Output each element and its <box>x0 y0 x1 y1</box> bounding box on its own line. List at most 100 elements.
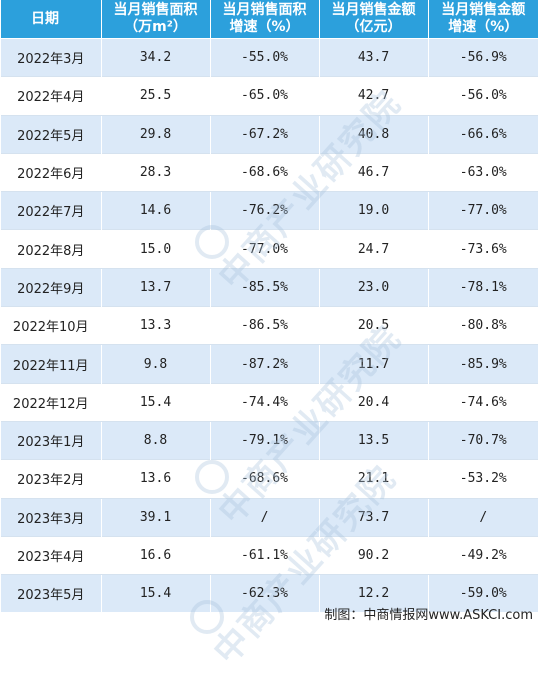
amount-growth-cell: -80.8% <box>428 306 538 346</box>
amount-growth-cell: -78.1% <box>428 267 538 307</box>
date-cell: 2022年4月 <box>1 76 102 116</box>
table-header: 日期 当月销售面积 （万m²） 当月销售面积 增速（%） 当月销售金额 （亿元）… <box>1 0 538 39</box>
header-row: 日期 当月销售面积 （万m²） 当月销售面积 增速（%） 当月销售金额 （亿元）… <box>1 0 538 39</box>
amount-cell: 12.2 <box>319 574 429 613</box>
amount-growth-cell: -53.2% <box>428 459 538 499</box>
area-cell: 39.1 <box>101 497 211 537</box>
amount-growth-cell: -59.0% <box>428 574 538 613</box>
table-row: 2022年4月 25.5 -65.0% 42.7 -56.0% <box>1 76 538 116</box>
area-growth-cell: -61.1% <box>210 535 320 576</box>
date-cell: 2022年9月 <box>1 267 102 307</box>
area-cell: 13.3 <box>101 306 211 346</box>
table-row: 2022年9月 13.7 -85.5% 23.0 -78.1% <box>1 267 538 307</box>
area-growth-cell: -77.0% <box>210 229 320 269</box>
amount-cell: 21.1 <box>319 459 429 499</box>
area-cell: 13.7 <box>101 267 211 307</box>
amount-cell: 24.7 <box>319 229 429 269</box>
area-cell: 28.3 <box>101 152 211 193</box>
header-amount: 当月销售金额 （亿元） <box>319 0 429 39</box>
date-cell: 2022年12月 <box>1 382 102 422</box>
amount-cell: 90.2 <box>319 535 429 576</box>
amount-cell: 40.8 <box>319 114 429 154</box>
area-growth-cell: / <box>210 497 320 537</box>
date-cell: 2023年1月 <box>1 420 102 460</box>
amount-cell: 42.7 <box>319 76 429 116</box>
date-cell: 2022年11月 <box>1 344 102 384</box>
header-area: 当月销售面积 （万m²） <box>101 0 211 39</box>
amount-growth-cell: -66.6% <box>428 114 538 154</box>
header-area-growth: 当月销售面积 增速（%） <box>210 0 320 39</box>
table-row: 2022年5月 29.8 -67.2% 40.8 -66.6% <box>1 114 538 154</box>
table-row: 2023年5月 15.4 -62.3% 12.2 -59.0% <box>1 574 538 613</box>
date-cell: 2023年4月 <box>1 535 102 576</box>
date-cell: 2023年2月 <box>1 459 102 499</box>
area-growth-cell: -85.5% <box>210 267 320 307</box>
area-growth-cell: -67.2% <box>210 114 320 154</box>
area-growth-cell: -86.5% <box>210 306 320 346</box>
area-cell: 15.4 <box>101 574 211 613</box>
amount-cell: 19.0 <box>319 191 429 230</box>
table-row: 2022年11月 9.8 -87.2% 11.7 -85.9% <box>1 344 538 384</box>
date-cell: 2023年3月 <box>1 497 102 537</box>
amount-cell: 23.0 <box>319 267 429 307</box>
area-growth-cell: -87.2% <box>210 344 320 384</box>
area-cell: 25.5 <box>101 76 211 116</box>
table-row: 2023年1月 8.8 -79.1% 13.5 -70.7% <box>1 420 538 460</box>
area-cell: 29.8 <box>101 114 211 154</box>
area-growth-cell: -62.3% <box>210 574 320 613</box>
area-growth-cell: -76.2% <box>210 191 320 230</box>
amount-cell: 20.5 <box>319 306 429 346</box>
amount-growth-cell: -77.0% <box>428 191 538 230</box>
date-cell: 2022年3月 <box>1 37 102 77</box>
area-cell: 34.2 <box>101 37 211 77</box>
area-growth-cell: -79.1% <box>210 420 320 460</box>
amount-growth-cell: -73.6% <box>428 229 538 269</box>
date-cell: 2022年7月 <box>1 191 102 230</box>
table-row: 2022年7月 14.6 -76.2% 19.0 -77.0% <box>1 191 538 230</box>
header-amount-growth: 当月销售金额 增速（%） <box>428 0 538 39</box>
date-cell: 2022年6月 <box>1 152 102 193</box>
amount-cell: 11.7 <box>319 344 429 384</box>
area-cell: 15.0 <box>101 229 211 269</box>
area-growth-cell: -65.0% <box>210 76 320 116</box>
amount-cell: 73.7 <box>319 497 429 537</box>
table-row: 2023年4月 16.6 -61.1% 90.2 -49.2% <box>1 535 538 576</box>
area-cell: 15.4 <box>101 382 211 422</box>
table-row: 2022年12月 15.4 -74.4% 20.4 -74.6% <box>1 382 538 422</box>
amount-growth-cell: / <box>428 497 538 537</box>
area-growth-cell: -68.6% <box>210 152 320 193</box>
sales-table: 日期 当月销售面积 （万m²） 当月销售面积 增速（%） 当月销售金额 （亿元）… <box>1 0 538 613</box>
amount-cell: 13.5 <box>319 420 429 460</box>
table-row: 2022年10月 13.3 -86.5% 20.5 -80.8% <box>1 306 538 346</box>
area-cell: 14.6 <box>101 191 211 230</box>
amount-growth-cell: -85.9% <box>428 344 538 384</box>
amount-growth-cell: -56.0% <box>428 76 538 116</box>
source-credit: 制图：中商情报网www.ASKCI.com <box>324 608 533 623</box>
amount-cell: 43.7 <box>319 37 429 77</box>
table-row: 2023年3月 39.1/73.7/ <box>1 497 538 537</box>
amount-growth-cell: -56.9% <box>428 37 538 77</box>
date-cell: 2022年5月 <box>1 114 102 154</box>
amount-growth-cell: -63.0% <box>428 152 538 193</box>
area-cell: 13.6 <box>101 459 211 499</box>
area-growth-cell: -55.0% <box>210 37 320 77</box>
area-growth-cell: -74.4% <box>210 382 320 422</box>
date-cell: 2023年5月 <box>1 574 102 613</box>
header-date: 日期 <box>1 0 102 39</box>
date-cell: 2022年8月 <box>1 229 102 269</box>
area-cell: 8.8 <box>101 420 211 460</box>
table-row: 2023年2月 13.6 -68.6% 21.1 -53.2% <box>1 459 538 499</box>
amount-growth-cell: -70.7% <box>428 420 538 460</box>
area-growth-cell: -68.6% <box>210 459 320 499</box>
table-body: 2022年3月 34.2 -55.0% 43.7 -56.9% 2022年4月 25.5 -6… <box>1 37 538 613</box>
area-cell: 9.8 <box>101 344 211 384</box>
area-cell: 16.6 <box>101 535 211 576</box>
table-row: 2022年8月 15.0 -77.0% 24.7 -73.6% <box>1 229 538 269</box>
table-row: 2022年6月 28.3 -68.6% 46.7 -63.0% <box>1 152 538 193</box>
table-row: 2022年3月 34.2 -55.0% 43.7 -56.9% <box>1 37 538 77</box>
date-cell: 2022年10月 <box>1 306 102 346</box>
amount-cell: 20.4 <box>319 382 429 422</box>
amount-growth-cell: -74.6% <box>428 382 538 422</box>
amount-growth-cell: -49.2% <box>428 535 538 576</box>
amount-cell: 46.7 <box>319 152 429 193</box>
